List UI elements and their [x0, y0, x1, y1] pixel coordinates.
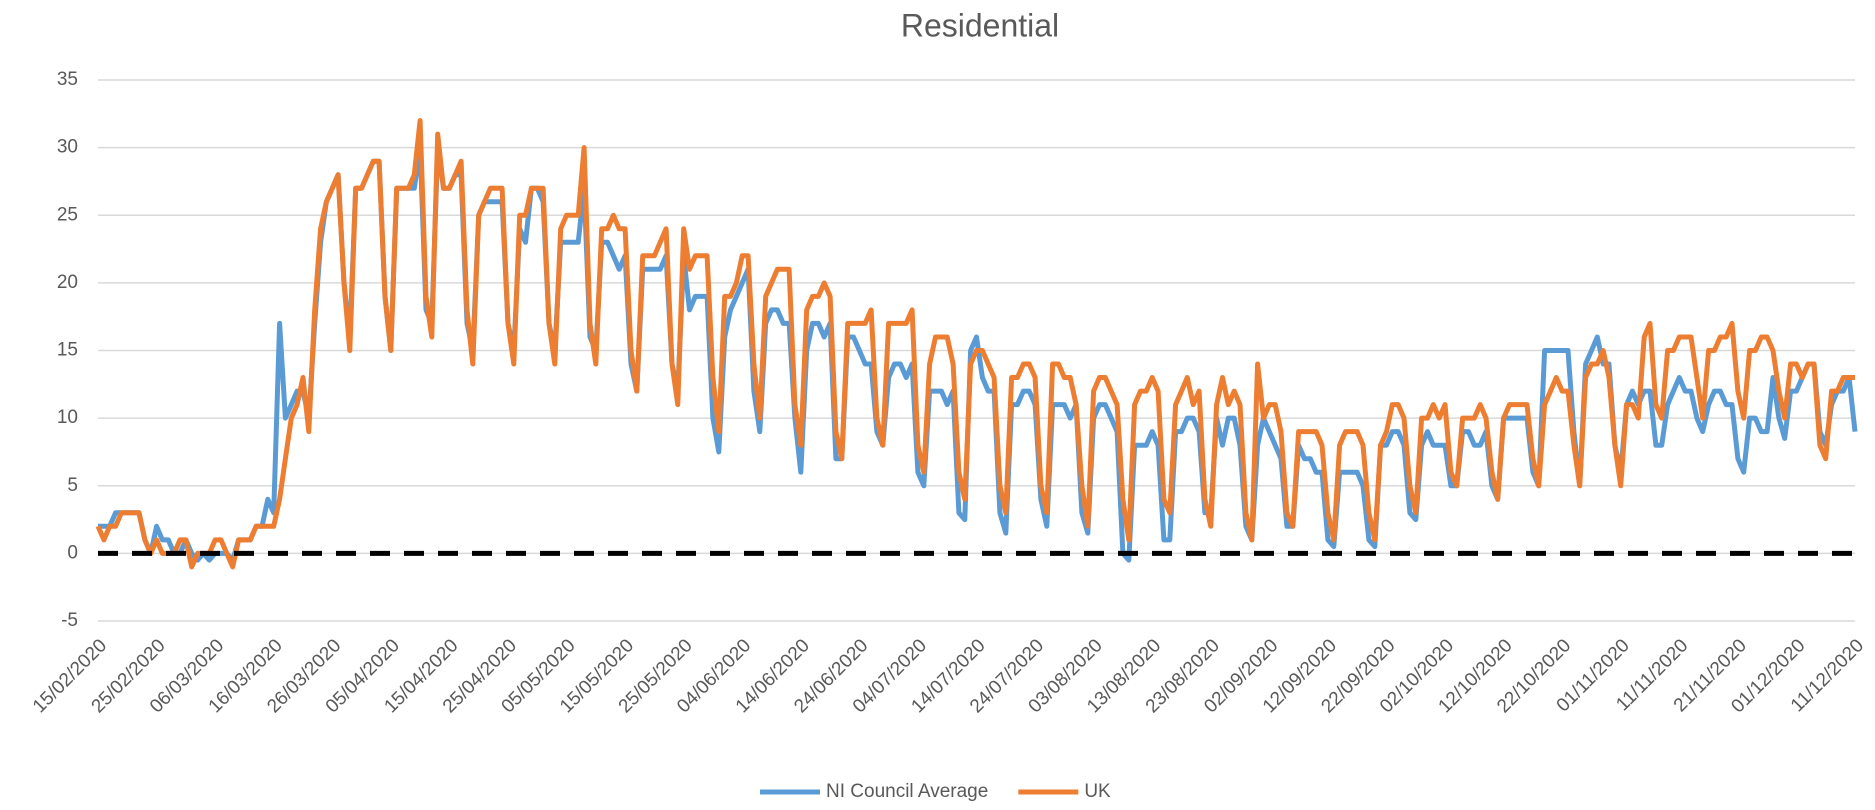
- legend-label: UK: [1084, 781, 1111, 802]
- y-tick-label: 20: [57, 272, 78, 293]
- chart-title: Residential: [901, 7, 1059, 43]
- y-tick-label: 30: [57, 137, 78, 158]
- y-tick-label: 5: [67, 475, 78, 496]
- y-tick-label: 35: [57, 69, 78, 90]
- y-tick-label: 15: [57, 340, 78, 361]
- y-tick-label: -5: [61, 610, 78, 631]
- y-tick-label: 25: [57, 204, 78, 225]
- legend-label: NI Council Average: [826, 781, 988, 802]
- y-tick-label: 10: [57, 407, 78, 428]
- y-tick-label: 0: [67, 542, 78, 563]
- series-line: [95, 118, 1855, 570]
